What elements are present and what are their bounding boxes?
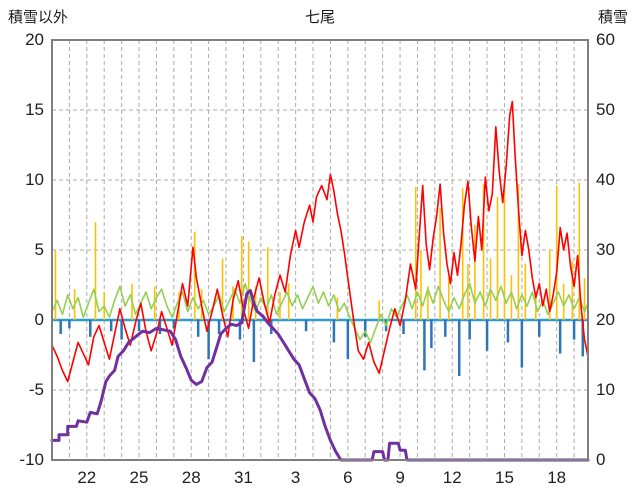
series-blue-bars bbox=[572, 320, 576, 340]
series-blue-bars bbox=[538, 320, 541, 337]
right-axis-title: 積雪 bbox=[597, 9, 628, 26]
left-axis-tick-label: -10 bbox=[19, 450, 44, 469]
series-blue-bars bbox=[217, 320, 221, 334]
series-blue-bars bbox=[89, 320, 92, 337]
x-axis-tick-label: 22 bbox=[77, 468, 97, 487]
right-axis-tick-label: 60 bbox=[596, 30, 615, 49]
series-blue-bars bbox=[137, 320, 141, 332]
series-blue-bars bbox=[252, 320, 256, 362]
left-axis-tick-label: 20 bbox=[25, 30, 44, 49]
series-blue-bars bbox=[304, 320, 308, 332]
x-axis-tick-label: 3 bbox=[290, 468, 301, 487]
series-red-line-temperature bbox=[51, 100, 589, 383]
x-axis-tick-label: 18 bbox=[547, 468, 567, 487]
series-blue-bars bbox=[485, 320, 489, 351]
right-axis-tick-label: 40 bbox=[596, 170, 615, 189]
series-blue-bars bbox=[238, 320, 242, 340]
series-green-line bbox=[51, 282, 589, 344]
right-axis-tick-label: 20 bbox=[596, 310, 615, 329]
chart-title: 七尾 bbox=[304, 9, 335, 26]
left-axis-title: 積雪以外 bbox=[8, 9, 69, 26]
left-axis-tick-label: 5 bbox=[34, 240, 44, 259]
series-blue-bars bbox=[120, 320, 123, 340]
left-axis-tick-label: 10 bbox=[25, 170, 44, 189]
series-blue-bars bbox=[363, 320, 367, 337]
left-axis-tick-label: -5 bbox=[28, 380, 44, 399]
left-axis-tick-label: 0 bbox=[34, 310, 44, 329]
series-blue-bars bbox=[109, 320, 113, 332]
right-axis-tick-label: 50 bbox=[596, 100, 615, 119]
series-blue-bars bbox=[346, 320, 350, 360]
x-axis-tick-label: 9 bbox=[395, 468, 405, 487]
series-blue-bars bbox=[68, 320, 71, 329]
x-axis-tick-label: 12 bbox=[442, 468, 462, 487]
series-blue-bars bbox=[520, 320, 524, 368]
series-blue-bars bbox=[468, 320, 471, 340]
right-axis-tick-label: 10 bbox=[596, 380, 615, 399]
series-blue-bars bbox=[430, 320, 433, 348]
plot-border bbox=[51, 39, 589, 461]
right-axis-tick-label: 30 bbox=[596, 240, 615, 259]
series-blue-bars bbox=[332, 320, 336, 343]
series-blue-bars bbox=[506, 320, 510, 343]
series-blue-bars bbox=[457, 320, 461, 376]
x-axis-tick-label: 6 bbox=[343, 468, 353, 487]
series-blue-bars bbox=[558, 320, 562, 354]
x-axis-tick-label: 15 bbox=[494, 468, 514, 487]
series-blue-bars bbox=[158, 320, 162, 334]
series-blue-bars bbox=[196, 320, 200, 337]
x-axis-tick-label: 28 bbox=[181, 468, 201, 487]
series-blue-bars bbox=[207, 320, 210, 360]
series-blue-bars bbox=[172, 320, 176, 329]
x-axis-tick-label: 25 bbox=[129, 468, 149, 487]
series-blue-bars bbox=[423, 320, 426, 371]
series-purple-snow-depth-cm bbox=[50, 289, 590, 462]
left-axis-tick-label: 15 bbox=[25, 100, 44, 119]
series-blue-bars bbox=[581, 320, 585, 357]
x-axis-tick-label: 31 bbox=[233, 468, 253, 487]
series-blue-bars bbox=[444, 320, 447, 337]
right-axis-tick-label: 0 bbox=[596, 450, 606, 469]
series-blue-bars bbox=[59, 320, 62, 334]
series-blue-bars bbox=[402, 320, 405, 334]
